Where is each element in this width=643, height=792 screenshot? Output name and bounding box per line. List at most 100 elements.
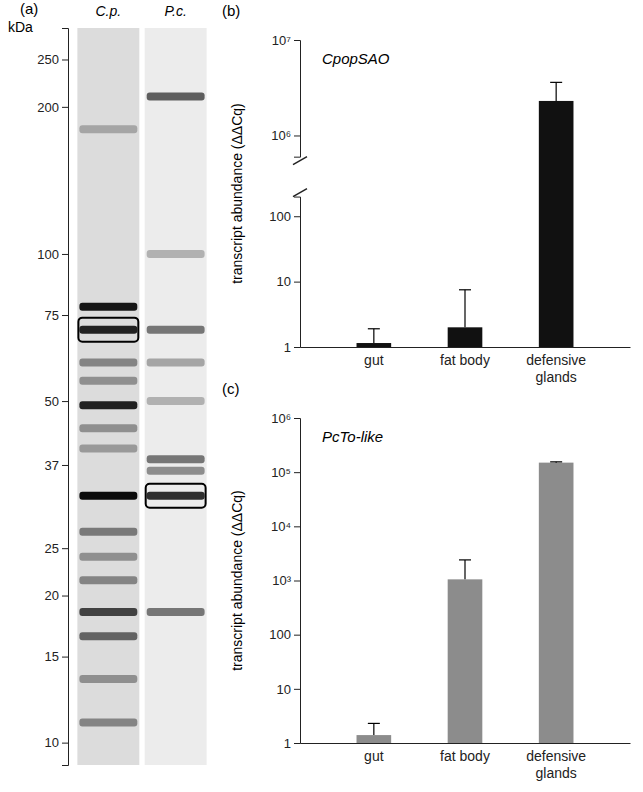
panel-2: (c) transcript abundance (ΔΔCq) 1 10 100 10³ 1… [222,380,631,781]
y-tick-label: 20 [45,588,59,603]
bar [357,343,392,347]
plot-area [357,462,574,743]
error-stem [556,82,557,101]
x-axis-line [301,347,631,348]
y-tick-label: 100 [37,247,59,262]
x-tick: fat body [440,347,490,368]
gel-band [147,397,205,405]
x-tick: defensiveglands [526,743,586,781]
x-tick-label: gut [364,352,384,368]
y-tick-mark [62,465,68,466]
y-tick-label: 200 [37,100,59,115]
y-tick-mark [62,657,68,658]
y-tick: 10 [277,681,300,696]
y-tick: 250 [37,52,68,67]
lane-label: C.p. [96,3,122,19]
panel-1: (b)transcript abundance (ΔΔCq)11010010⁶1… [222,2,631,385]
y-tick: 37 [45,458,68,473]
y-tick: 10 [277,274,300,289]
y-tick-label: 10 [277,681,291,696]
error-stem [373,723,374,735]
y-tick-label: 10⁵ [271,465,291,480]
gel-band [79,303,137,311]
y-tick-label: 10⁷ [272,33,291,48]
figure: (a)kDa25020010075503725201510C.p.P.c.(b)… [0,0,643,792]
error-cap [368,723,380,724]
y-tick: 75 [45,308,68,323]
y-tick-label: 1 [284,736,291,751]
y-tick-mark [294,282,300,283]
y-tick: 20 [45,588,68,603]
error-cap [550,82,562,83]
gel-band [147,358,205,366]
lane-label: P.c. [164,3,186,19]
error-stem [464,290,465,328]
x-tick: defensiveglands [526,347,586,385]
y-tick: 15 [45,649,68,664]
y-axis-title: transcript abundance (ΔΔCq) [229,490,245,671]
y-tick-mark [294,689,300,690]
gel-band [79,492,137,500]
gel-lane [77,28,139,765]
gel-band [147,467,205,475]
chart-title: PcTo-like [322,428,383,445]
bar [539,101,574,347]
gel-band [79,718,137,726]
y-tick: 10⁶ [271,411,300,426]
y-axis-title: transcript abundance (ΔΔCq) [229,103,245,284]
y-tick-mark [294,581,300,582]
gel-band [79,528,137,536]
y-axis-line [294,419,301,744]
y-tick-label: 75 [45,308,59,323]
y-tick: 10 [45,735,68,750]
y-tick: 1 [284,340,300,355]
y-tick-mark [294,635,300,636]
y-tick-label: 10⁴ [271,519,291,534]
x-axis: gut fat body defensiveglands [301,743,631,781]
axis-break [293,189,307,197]
panel-label: (b) [222,2,240,19]
y-tick-label: 15 [45,649,59,664]
y-tick: 200 [37,100,68,115]
gel-band [79,632,137,640]
y-tick: 10³ [272,573,300,588]
x-tick: fat body [440,743,490,764]
y-axis-line [294,41,301,158]
error-bar [550,82,562,101]
y-tick-label: 37 [45,458,59,473]
y-tick-label: 100 [269,627,291,642]
y-axis: 25020010075503725201510 [37,29,68,766]
y-tick: 10⁷ [272,33,300,48]
error-cap [459,289,471,290]
y-tick-mark [62,743,68,744]
gel-band [147,250,205,258]
gel-band [79,424,137,432]
error-bar [368,723,380,735]
x-tick-label: fat body [440,352,490,368]
x-tick: gut [364,743,384,764]
y-tick-mark [62,59,68,60]
gel-band [147,608,205,616]
panel-label: (c) [222,380,240,397]
y-tick-mark [294,40,300,41]
y-tick: 10⁶ [271,128,300,143]
gel-band [147,492,205,500]
error-bar [368,329,380,343]
y-axis-title: kDa [8,19,33,35]
gel-band [79,444,137,452]
bar [539,463,574,743]
y-tick: 100 [37,247,68,262]
x-axis-line [301,743,631,744]
y-tick-mark [294,216,300,217]
gel-band [79,401,137,409]
y-tick-mark [294,347,300,348]
y-tick-label: 25 [45,541,59,556]
gel-band [79,553,137,561]
gel-lane [145,28,207,765]
y-tick-mark [294,135,300,136]
highlight-box [146,484,206,508]
x-axis: gut fat body defensiveglands [301,347,631,385]
error-cap [368,328,380,329]
y-tick: 25 [45,541,68,556]
bar [357,735,392,743]
